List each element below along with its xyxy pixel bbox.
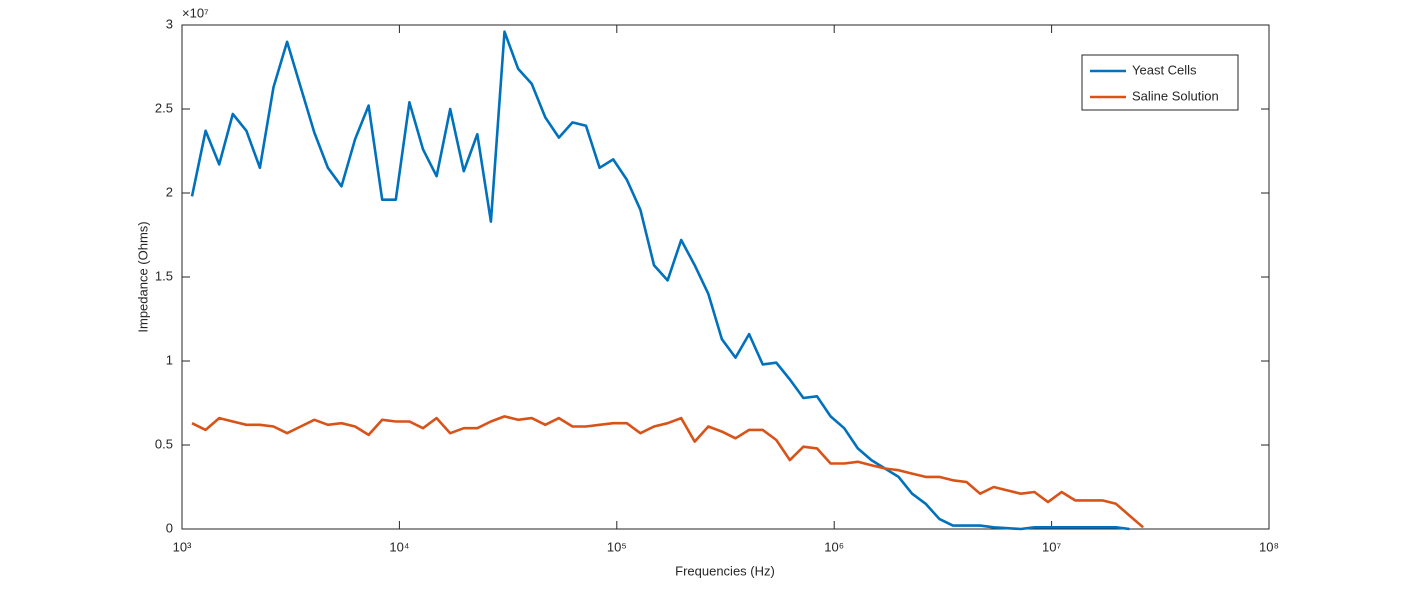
x-tick-label: 10⁶ — [824, 539, 844, 554]
x-tick-label: 10⁴ — [389, 539, 409, 554]
x-axis-label: Frequencies (Hz) — [675, 563, 775, 578]
y-tick-label: 2 — [166, 184, 173, 199]
legend-label: Yeast Cells — [1132, 62, 1197, 77]
y-tick-label: 1 — [166, 352, 173, 367]
y-exponent: ×10⁷ — [182, 5, 209, 20]
y-tick-label: 0 — [166, 520, 173, 535]
data-line — [191, 415, 1144, 529]
y-tick-label: 3 — [166, 16, 173, 31]
y-tick-label: 1.5 — [155, 268, 173, 283]
x-tick-label: 10⁷ — [1042, 539, 1061, 554]
x-tick-label: 10³ — [173, 539, 192, 554]
legend-label: Saline Solution — [1132, 88, 1219, 103]
x-tick-label: 10⁸ — [1259, 539, 1279, 554]
y-tick-label: 0.5 — [155, 436, 173, 451]
y-tick-label: 2.5 — [155, 100, 173, 115]
x-tick-label: 10⁵ — [607, 539, 627, 554]
y-axis-label: Impedance (Ohms) — [135, 221, 150, 332]
legend-box — [1081, 54, 1239, 111]
data-line — [190, 30, 1130, 531]
